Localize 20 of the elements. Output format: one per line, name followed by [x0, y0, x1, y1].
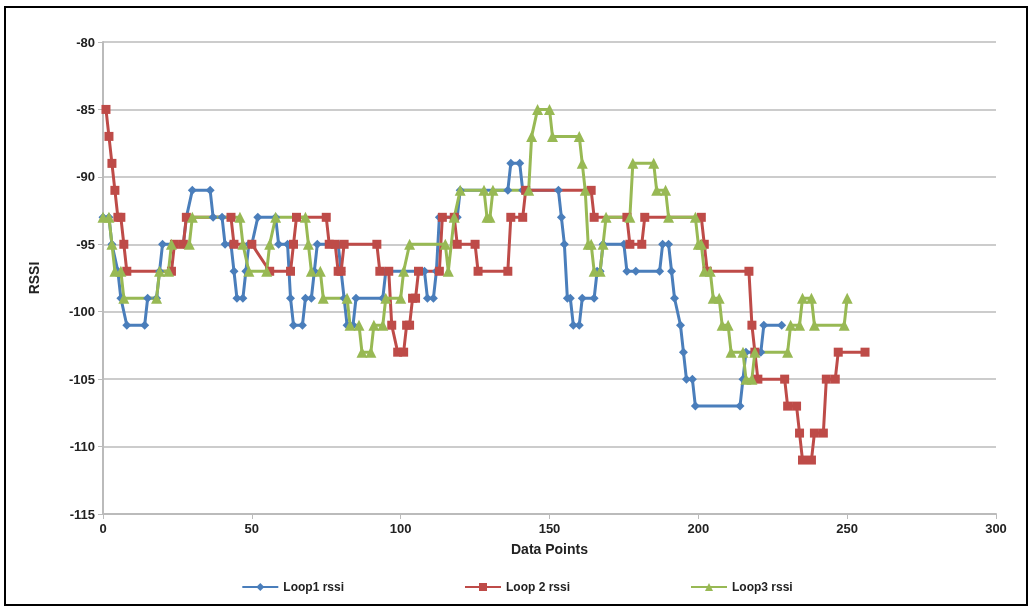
x-tick-label: 150: [538, 521, 561, 536]
x-tick-label: 100: [389, 521, 412, 536]
x-tick-label: 50: [244, 521, 260, 536]
x-tick-label: 300: [985, 521, 1007, 536]
y-tick-label: -110: [69, 439, 95, 455]
y-tick-label: -90: [76, 169, 95, 185]
y-tick-label: -100: [68, 304, 95, 320]
y-tick-label: -95: [76, 236, 95, 252]
y-tick-label: -85: [76, 101, 95, 117]
x-tick-label: 250: [836, 521, 859, 536]
y-tick-label: -105: [68, 371, 95, 387]
y-tick-label: -80: [76, 34, 95, 50]
x-tick-label: 0: [99, 521, 107, 536]
y-tick-label: -115: [69, 506, 95, 522]
x-tick-label: 200: [687, 521, 710, 536]
legend-label: Loop1 rssi: [283, 580, 344, 594]
legend-label: Loop3 rssi: [732, 580, 793, 594]
y-axis-title: RSSI: [26, 261, 42, 295]
legend-label: Loop 2 rssi: [505, 580, 571, 594]
x-axis-title: Data Points: [510, 541, 589, 557]
